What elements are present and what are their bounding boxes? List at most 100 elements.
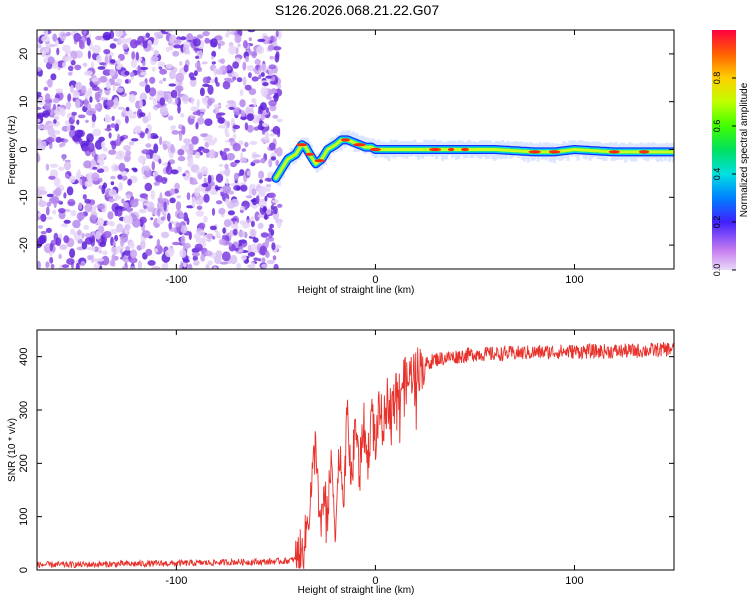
noise-speckle bbox=[112, 241, 116, 247]
noise-speckle bbox=[257, 38, 266, 43]
noise-speckle bbox=[224, 167, 231, 177]
noise-speckle bbox=[160, 216, 166, 221]
noise-speckle bbox=[73, 32, 82, 42]
noise-speckle bbox=[60, 107, 66, 117]
noise-speckle bbox=[70, 210, 77, 217]
figure-title: S126.2026.068.21.22.G07 bbox=[275, 2, 439, 18]
noise-speckle bbox=[54, 187, 62, 197]
noise-speckle bbox=[151, 66, 156, 72]
noise-speckle bbox=[99, 62, 106, 66]
noise-speckle bbox=[226, 30, 231, 36]
noise-speckle bbox=[37, 124, 43, 130]
noise-speckle bbox=[105, 80, 111, 90]
noise-speckle bbox=[251, 50, 257, 59]
noise-speckle bbox=[240, 109, 246, 119]
noise-speckle bbox=[121, 198, 125, 204]
noise-speckle bbox=[151, 266, 161, 269]
noise-speckle bbox=[181, 144, 190, 151]
spectrogram-x-ticks: -100 0 100 bbox=[165, 30, 584, 286]
noise-speckle bbox=[182, 44, 190, 55]
spectrogram-noise-region bbox=[37, 30, 283, 269]
noise-speckle bbox=[251, 188, 257, 196]
noise-speckle bbox=[91, 172, 100, 182]
noise-speckle bbox=[114, 234, 119, 242]
noise-speckle bbox=[108, 197, 115, 203]
noise-speckle bbox=[128, 93, 136, 103]
snr-frame bbox=[36, 329, 675, 571]
noise-speckle bbox=[77, 229, 82, 236]
noise-speckle bbox=[175, 96, 179, 105]
colorbar-tick-label: 0.0 bbox=[712, 264, 722, 277]
noise-speckle bbox=[140, 71, 147, 76]
noise-speckle bbox=[39, 234, 46, 245]
noise-speckle bbox=[224, 198, 230, 205]
noise-speckle bbox=[213, 266, 217, 269]
noise-speckle bbox=[98, 88, 103, 94]
noise-speckle bbox=[196, 205, 203, 211]
noise-speckle bbox=[131, 51, 136, 60]
noise-speckle bbox=[159, 192, 163, 202]
noise-speckle bbox=[126, 206, 132, 213]
noise-speckle bbox=[139, 66, 149, 71]
noise-speckle bbox=[227, 79, 235, 83]
noise-speckle bbox=[167, 212, 171, 222]
noise-speckle bbox=[159, 136, 163, 146]
noise-speckle bbox=[229, 229, 234, 238]
noise-speckle bbox=[189, 181, 199, 185]
noise-speckle bbox=[65, 101, 72, 110]
noise-speckle bbox=[222, 227, 226, 234]
noise-speckle bbox=[205, 264, 210, 269]
noise-speckle bbox=[223, 147, 230, 152]
noise-speckle bbox=[127, 215, 133, 225]
noise-speckle bbox=[173, 39, 182, 44]
noise-speckle bbox=[65, 173, 70, 179]
noise-speckle bbox=[58, 166, 65, 171]
noise-speckle bbox=[93, 262, 101, 269]
noise-speckle bbox=[191, 198, 196, 208]
noise-speckle bbox=[238, 109, 242, 114]
ridge-peak bbox=[340, 138, 351, 142]
noise-speckle bbox=[44, 93, 51, 101]
spectrogram-ridge bbox=[271, 130, 674, 186]
noise-speckle bbox=[84, 203, 93, 213]
noise-speckle bbox=[91, 247, 96, 252]
noise-speckle bbox=[195, 210, 204, 217]
noise-speckle bbox=[55, 88, 63, 94]
x-tick-label: -100 bbox=[165, 575, 187, 587]
noise-speckle bbox=[251, 98, 256, 103]
ridge-peak bbox=[461, 147, 469, 152]
noise-speckle bbox=[212, 191, 218, 195]
noise-speckle bbox=[135, 51, 139, 61]
noise-speckle bbox=[46, 43, 50, 54]
noise-speckle bbox=[72, 91, 80, 99]
ridge-peak bbox=[608, 150, 620, 154]
noise-speckle bbox=[149, 76, 156, 84]
noise-speckle bbox=[92, 166, 98, 170]
noise-speckle bbox=[165, 249, 174, 258]
snr-series-line bbox=[37, 342, 674, 569]
noise-speckle bbox=[211, 61, 216, 65]
noise-speckle bbox=[59, 244, 68, 250]
x-tick-label: 0 bbox=[372, 575, 378, 587]
noise-speckle bbox=[260, 72, 265, 77]
noise-speckle bbox=[260, 157, 266, 164]
noise-speckle bbox=[218, 163, 224, 167]
noise-speckle bbox=[124, 115, 129, 124]
noise-speckle bbox=[204, 250, 213, 257]
noise-speckle bbox=[180, 36, 187, 41]
noise-speckle bbox=[250, 261, 256, 269]
noise-speckle bbox=[67, 72, 73, 76]
noise-speckle bbox=[150, 55, 159, 62]
noise-speckle bbox=[67, 93, 72, 102]
noise-speckle bbox=[111, 254, 116, 263]
noise-speckle bbox=[163, 201, 167, 211]
noise-speckle bbox=[145, 154, 151, 160]
noise-speckle bbox=[258, 258, 261, 262]
noise-speckle bbox=[277, 203, 283, 208]
noise-speckle bbox=[116, 78, 123, 84]
noise-speckle bbox=[99, 76, 108, 83]
noise-speckle bbox=[199, 87, 205, 97]
noise-speckle bbox=[157, 208, 161, 217]
noise-speckle bbox=[238, 230, 246, 238]
noise-speckle bbox=[202, 76, 210, 84]
